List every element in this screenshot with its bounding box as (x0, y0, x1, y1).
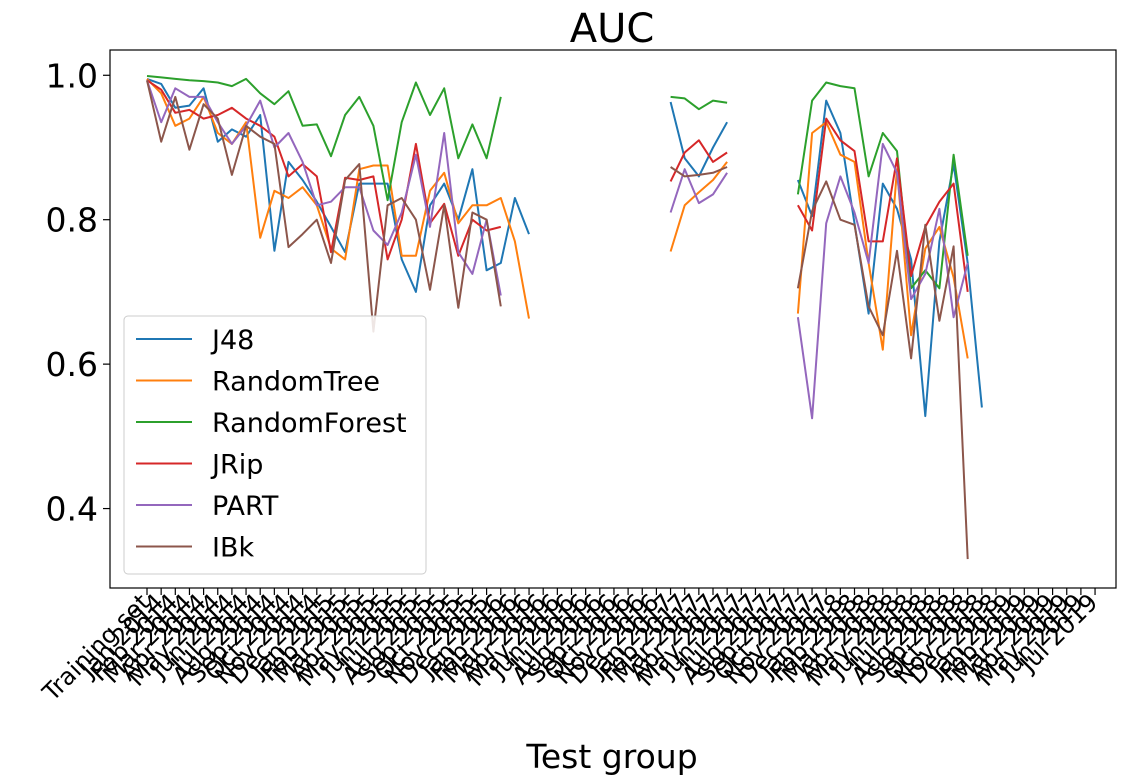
plot-area (146, 75, 983, 560)
legend-label: RandomTree (212, 367, 380, 398)
series-line-randomforest (146, 75, 969, 290)
legend-label: RandomForest (212, 408, 407, 439)
legend-label: J48 (210, 325, 254, 356)
y-tick-label: 1.0 (46, 56, 98, 95)
legend-box (123, 315, 427, 575)
chart-title: AUC (570, 6, 655, 52)
series-line-part (146, 79, 969, 420)
series-line-ibk (146, 80, 969, 560)
legend: J48 RandomTree RandomForest JRip PART IBk (123, 315, 427, 575)
y-tick-label: 0.6 (46, 345, 98, 384)
y-tick-label: 0.8 (46, 201, 98, 240)
series-line-jrip (146, 79, 969, 293)
legend-label: JRip (210, 450, 263, 481)
x-axis-label: Test group (525, 737, 697, 776)
plot-frame (109, 49, 1117, 589)
legend-label: PART (212, 491, 279, 522)
y-tick-label: 0.4 (46, 490, 98, 529)
legend-label: IBk (212, 533, 254, 564)
y-axis: 0.4 0.6 0.8 1.0 (46, 56, 110, 529)
